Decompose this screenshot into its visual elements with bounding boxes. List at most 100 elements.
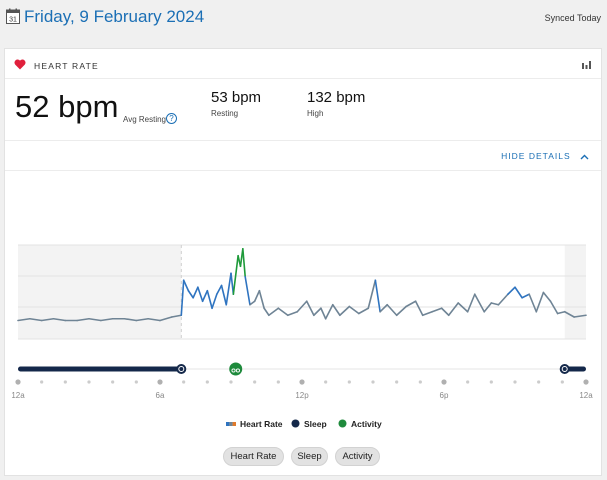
hour-dot: [40, 380, 44, 384]
filter-heart-rate[interactable]: Heart Rate: [223, 447, 284, 466]
filter-activity[interactable]: Activity: [335, 447, 380, 466]
heart-rate-segment: [171, 314, 183, 318]
hour-dot: [87, 380, 91, 384]
sync-status: Synced Today: [544, 13, 601, 23]
filter-sleep[interactable]: Sleep: [291, 447, 328, 466]
hour-dot: [134, 380, 138, 384]
heart-rate-segment: [225, 272, 232, 306]
heart-rate-segment: [286, 310, 299, 317]
heart-rate-segment: [421, 310, 433, 317]
sleep-bar: [564, 366, 586, 372]
heart-rate-segment: [549, 300, 559, 315]
sleep-bar: [18, 366, 182, 372]
bike-wheel-right: [235, 368, 240, 373]
heart-rate-segment: [440, 307, 450, 317]
heart-rate-segment: [367, 279, 377, 310]
x-tick-label: 6p: [440, 391, 449, 400]
legend-heart-rate: Heart Rate: [240, 419, 283, 429]
heart-rate-segment: [473, 293, 486, 313]
hour-dot: [489, 380, 493, 384]
heart-rate-legend-swatch: [226, 422, 236, 426]
heart-rate-segment: [573, 314, 587, 318]
help-icon[interactable]: ?: [166, 113, 177, 124]
hour-dot: [466, 380, 470, 384]
activity-legend-dot: [338, 419, 347, 428]
heart-rate-segment: [466, 293, 476, 313]
hour-dot: [229, 380, 233, 384]
hour-dot: [324, 380, 328, 384]
heart-rate-segment: [521, 293, 531, 299]
heart-rate-segment: [348, 305, 360, 315]
heart-rate-segment: [320, 307, 327, 320]
heart-rate-segment: [40, 317, 55, 322]
heart-rate-segment: [507, 286, 516, 296]
major-hour-dot: [441, 379, 447, 385]
high-label: High: [307, 109, 324, 118]
heart-rate-segment: [135, 317, 149, 322]
moon-icon[interactable]: [176, 364, 187, 374]
heart-rate-segment: [305, 300, 315, 317]
heart-rate-segment: [528, 293, 538, 313]
heart-rate-segment: [263, 307, 270, 317]
legend-activity: Activity: [351, 419, 382, 429]
hour-dot: [347, 380, 351, 384]
heart-rate-segment: [206, 289, 213, 310]
heart-rate-segment: [514, 286, 523, 299]
heart-rate-segment: [253, 289, 261, 303]
bike-wheel-left: [231, 368, 236, 373]
hide-details-button[interactable]: HIDE DETAILS: [501, 151, 589, 161]
heart-rate-segment: [244, 275, 251, 306]
heart-rate-segment: [431, 307, 443, 313]
heart-rate-segment: [242, 247, 246, 278]
heart-rate-segment: [296, 300, 308, 313]
heart-rate-segment: [17, 317, 31, 322]
heart-rate-segment: [457, 302, 469, 313]
heart-rate-segment: [386, 303, 398, 317]
stats-row: 52 bpm Avg Resting ? 53 bpm Resting 132 …: [5, 79, 601, 141]
bar-chart-icon[interactable]: [582, 60, 591, 69]
heart-rate-segment: [88, 317, 102, 322]
heart-rate-segment: [29, 317, 43, 322]
heart-rate-segment: [258, 289, 265, 310]
heart-rate-segment: [230, 272, 235, 296]
moon-icon-glyph: [561, 366, 568, 372]
heart-rate-segment: [374, 279, 381, 313]
sleep-shade: [18, 245, 182, 339]
hour-dot: [560, 380, 564, 384]
heart-rate-segment: [147, 317, 161, 322]
heart-rate-segment: [249, 300, 256, 306]
hour-dot: [395, 380, 399, 384]
heart-rate-segment: [100, 317, 114, 322]
sleep-legend-dot: [291, 419, 300, 428]
heart-rate-segment: [182, 279, 190, 292]
heart-rate-segment: [556, 310, 566, 315]
low-value: 53 bpm: [211, 89, 262, 106]
heart-rate-segment: [395, 305, 407, 317]
calendar-day: 31: [9, 16, 17, 23]
heart-rate-segment: [211, 293, 218, 310]
hide-details-label: HIDE DETAILS: [501, 151, 571, 161]
heart-rate-segment: [331, 303, 341, 317]
moon-icon[interactable]: [559, 364, 570, 374]
heart-rate-segment: [414, 300, 424, 317]
heart-icon: [14, 59, 26, 70]
x-tick-label: 12p: [295, 391, 309, 400]
heart-rate-segment: [563, 310, 575, 318]
heart-rate-segment: [339, 305, 351, 317]
hour-dot: [537, 380, 541, 384]
heart-rate-segment: [123, 317, 138, 322]
major-hour-dot: [157, 379, 163, 385]
bike-icon[interactable]: [229, 362, 243, 376]
details-bar: HIDE DETAILS: [5, 141, 601, 171]
heart-rate-segment: [180, 279, 185, 317]
date-title[interactable]: Friday, 9 February 2024: [24, 7, 205, 26]
heart-rate-segment: [192, 286, 199, 299]
heart-rate-segment: [447, 302, 460, 317]
heart-rate-chart: 12a 6a 12p 6p 12a: [11, 244, 593, 400]
heart-rate-segment: [187, 289, 194, 299]
calendar-icon[interactable]: 31: [6, 8, 20, 24]
major-hour-dot: [299, 379, 305, 385]
heart-rate-segment: [232, 254, 239, 296]
chart-legend: Heart Rate Sleep Activity: [0, 418, 607, 430]
heart-rate-segment: [542, 291, 552, 303]
